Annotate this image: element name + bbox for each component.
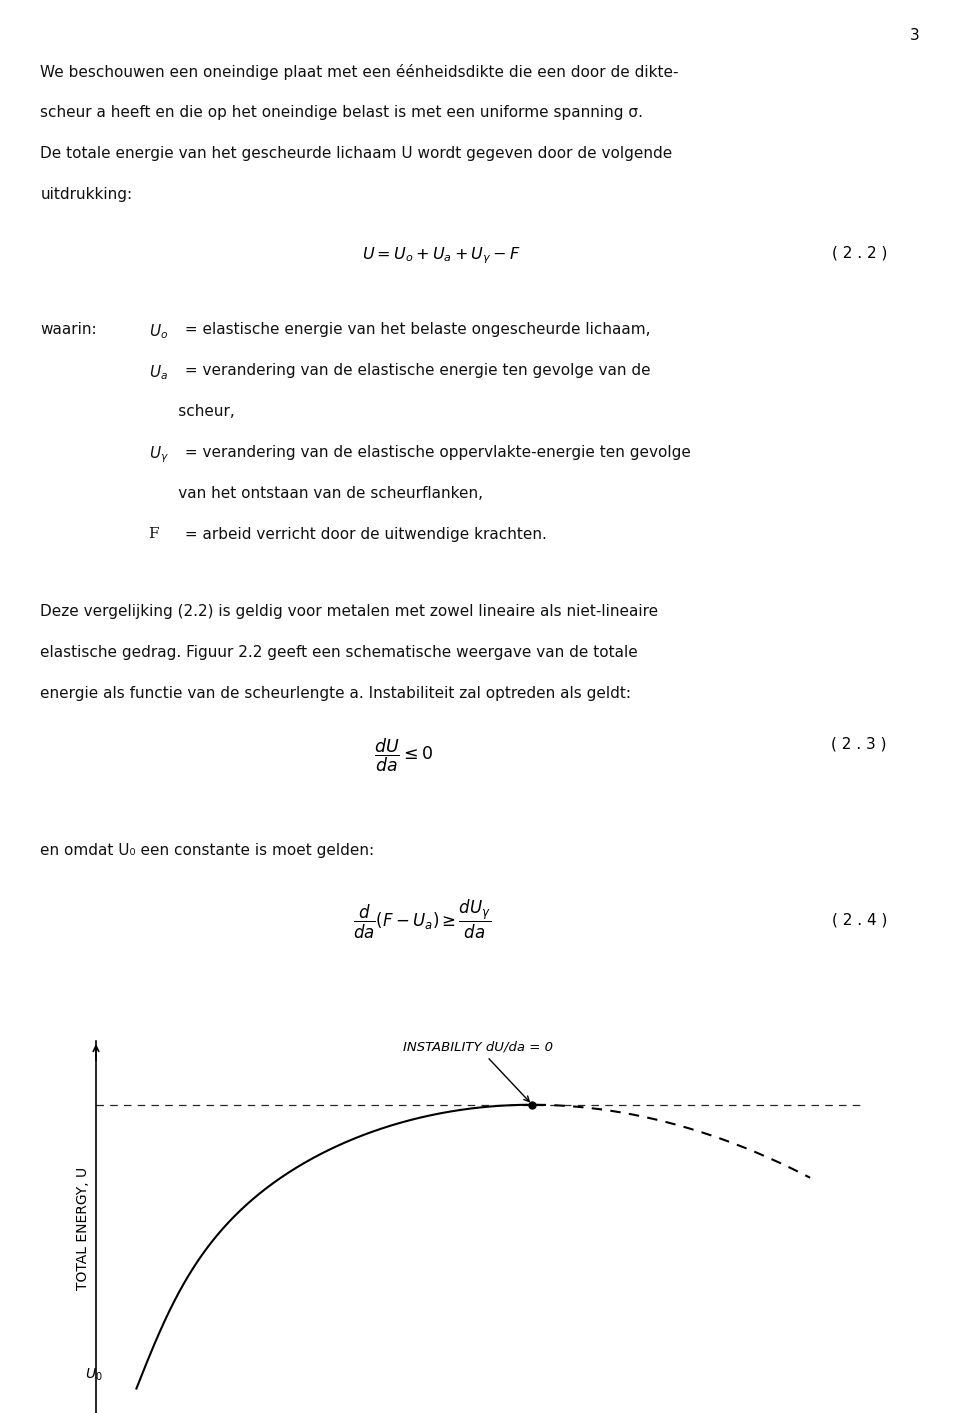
Text: = verandering van de elastische oppervlakte-energie ten gevolge: = verandering van de elastische oppervla… xyxy=(180,445,690,459)
Text: De totale energie van het gescheurde lichaam U wordt gegeven door de volgende: De totale energie van het gescheurde lic… xyxy=(40,146,673,161)
Text: = elastische energie van het belaste ongescheurde lichaam,: = elastische energie van het belaste ong… xyxy=(180,322,650,336)
Text: 3: 3 xyxy=(910,28,920,44)
Text: elastische gedrag. Figuur 2.2 geeft een schematische weergave van de totale: elastische gedrag. Figuur 2.2 geeft een … xyxy=(40,646,638,660)
Text: = arbeid verricht door de uitwendige krachten.: = arbeid verricht door de uitwendige kra… xyxy=(180,527,546,541)
Text: F: F xyxy=(149,527,164,541)
Text: $U_0$: $U_0$ xyxy=(85,1366,103,1383)
Text: scheur,: scheur, xyxy=(149,404,234,418)
Text: $\dfrac{d}{da} \left( F - U_a \right) \geq \dfrac{dU_{\gamma}}{da}$: $\dfrac{d}{da} \left( F - U_a \right) \g… xyxy=(353,897,492,941)
Text: $\dfrac{dU}{da} \leq 0$: $\dfrac{dU}{da} \leq 0$ xyxy=(373,736,433,774)
Text: $U_o$: $U_o$ xyxy=(149,322,168,341)
Text: INSTABILITY dU/da = 0: INSTABILITY dU/da = 0 xyxy=(403,1041,553,1102)
Text: $U_{\gamma}$: $U_{\gamma}$ xyxy=(149,445,169,465)
Text: ( 2 . 3 ): ( 2 . 3 ) xyxy=(831,736,887,752)
Text: ( 2 . 2 ): ( 2 . 2 ) xyxy=(831,246,887,261)
Text: uitdrukking:: uitdrukking: xyxy=(40,187,132,202)
Y-axis label: TOTAL ENERGY, U: TOTAL ENERGY, U xyxy=(77,1167,90,1290)
Text: scheur a heeft en die op het oneindige belast is met een uniforme spanning σ.: scheur a heeft en die op het oneindige b… xyxy=(40,105,643,120)
Text: We beschouwen een oneindige plaat met een éénheidsdikte die een door de dikte-: We beschouwen een oneindige plaat met ee… xyxy=(40,64,679,79)
Text: $U_a$: $U_a$ xyxy=(149,363,168,382)
Text: van het ontstaan van de scheurflanken,: van het ontstaan van de scheurflanken, xyxy=(149,486,483,500)
Text: energie als functie van de scheurlengte a. Instabiliteit zal optreden als geldt:: energie als functie van de scheurlengte … xyxy=(40,687,632,701)
Text: waarin:: waarin: xyxy=(40,322,97,336)
Text: Deze vergelijking (2.2) is geldig voor metalen met zowel lineaire als niet-linea: Deze vergelijking (2.2) is geldig voor m… xyxy=(40,605,659,619)
Text: en omdat U₀ een constante is moet gelden:: en omdat U₀ een constante is moet gelden… xyxy=(40,842,374,858)
Text: ( 2 . 4 ): ( 2 . 4 ) xyxy=(831,913,887,928)
Text: = verandering van de elastische energie ten gevolge van de: = verandering van de elastische energie … xyxy=(180,363,650,377)
Text: $U = U_o + U_a + U_{\gamma} - F$: $U = U_o + U_a + U_{\gamma} - F$ xyxy=(362,246,521,267)
